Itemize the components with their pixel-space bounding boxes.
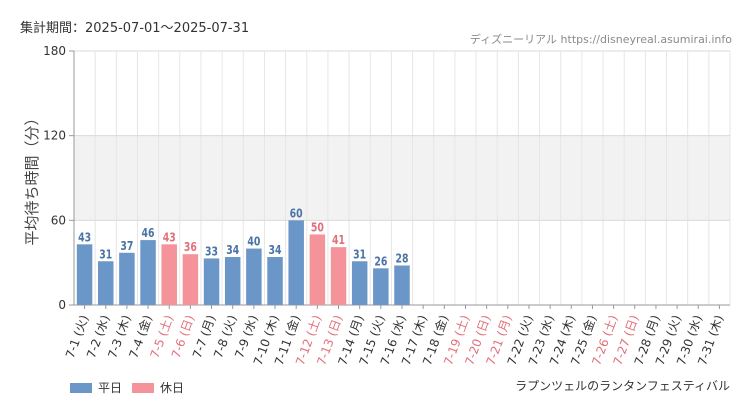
bar-value-label: 41 [332, 233, 345, 247]
bar-value-label: 43 [78, 230, 91, 244]
bar-weekday [97, 261, 114, 305]
legend-item-holiday: 休日 [132, 379, 184, 396]
bar-weekday [224, 257, 241, 305]
y-tick-label: 180 [43, 44, 66, 58]
bar-weekday [203, 258, 220, 305]
bar-value-label: 33 [205, 244, 218, 258]
bar-value-label: 36 [184, 240, 197, 254]
bar-value-label: 46 [142, 226, 155, 240]
bar-weekday [373, 268, 389, 305]
y-axis-title: 平均待ち時間（分） [23, 110, 41, 245]
band-60-120 [74, 135, 730, 221]
bar-value-label: 31 [99, 247, 112, 261]
bar-value-label: 34 [269, 243, 282, 257]
attraction-name: ラプンツェルのランタンフェスティバル [515, 379, 730, 393]
legend: 平日 休日 [70, 379, 184, 396]
period-text: 集計期間：2025-07-01～2025-07-31 [20, 21, 250, 36]
bar-value-label: 28 [395, 251, 408, 265]
bar-weekday [119, 252, 135, 305]
legend-item-weekday: 平日 [70, 379, 122, 396]
legend-label-weekday: 平日 [98, 381, 123, 395]
bar-weekday [267, 257, 283, 305]
y-tick-label: 60 [51, 213, 66, 227]
legend-label-holiday: 休日 [160, 381, 185, 395]
bar-value-label: 40 [247, 234, 260, 248]
y-tick-label: 120 [43, 129, 66, 143]
bar-value-label: 60 [290, 206, 303, 220]
y-tick-label: 0 [58, 298, 66, 312]
bar-weekday [76, 244, 93, 305]
bar-weekday [394, 265, 410, 305]
bar-value-label: 50 [311, 220, 324, 234]
bar-value-label: 34 [226, 243, 239, 257]
bar-weekday [288, 220, 304, 305]
bar-value-label: 37 [120, 239, 133, 253]
bar-holiday [161, 244, 177, 305]
legend-swatch-holiday [132, 382, 155, 393]
bar-value-label: 43 [163, 230, 176, 244]
bar-holiday [330, 247, 347, 305]
bar-weekday [351, 261, 368, 305]
bar-weekday [246, 248, 262, 305]
bar-weekday [140, 240, 156, 305]
legend-swatch-weekday [70, 382, 92, 393]
bar-holiday [309, 234, 326, 305]
bar-holiday [182, 254, 199, 305]
bar-value-label: 31 [353, 247, 366, 261]
site-credit: ディズニーリアル https://disneyreal.asumirai.inf… [469, 33, 732, 46]
bar-value-label: 26 [374, 254, 387, 268]
